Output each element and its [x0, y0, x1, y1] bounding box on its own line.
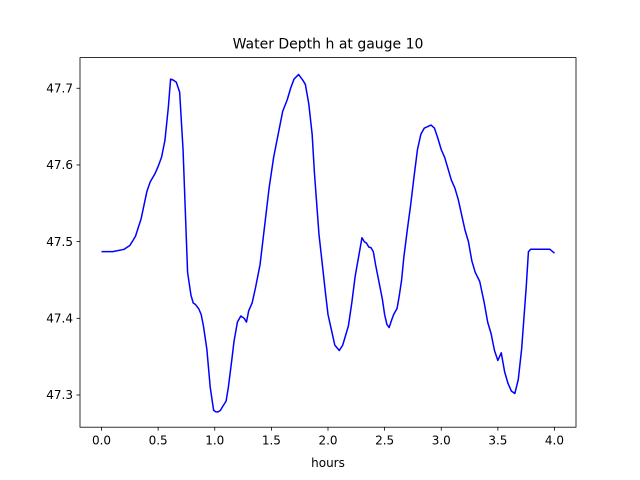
tick-group: 0.0 0.5 1.0 1.5 2.0 2.5 3.0 3.5 4.0 47.3 47.4 47.5 4… [46, 81, 564, 447]
x-tick-label: 2.5 [375, 434, 394, 448]
x-tick-label: 0.0 [92, 434, 111, 448]
x-tick-label: 3.0 [432, 434, 451, 448]
x-tick-label: 4.0 [545, 434, 564, 448]
chart-title: Water Depth h at gauge 10 [233, 37, 424, 53]
x-tick-label: 2.0 [318, 434, 337, 448]
y-tick-label: 47.5 [46, 235, 73, 249]
x-tick-label: 3.5 [488, 434, 507, 448]
plot-frame [79, 57, 577, 428]
y-tick-label: 47.4 [46, 312, 73, 326]
x-tick-label: 1.0 [205, 434, 224, 448]
y-tick-label: 47.6 [46, 158, 73, 172]
x-axis-label: hours [311, 456, 345, 470]
series-line [101, 73, 555, 413]
y-tick-label: 47.3 [46, 388, 73, 402]
x-tick-label: 1.5 [262, 434, 281, 448]
x-tick-label: 0.5 [149, 434, 168, 448]
y-tick-label: 47.7 [46, 81, 73, 95]
